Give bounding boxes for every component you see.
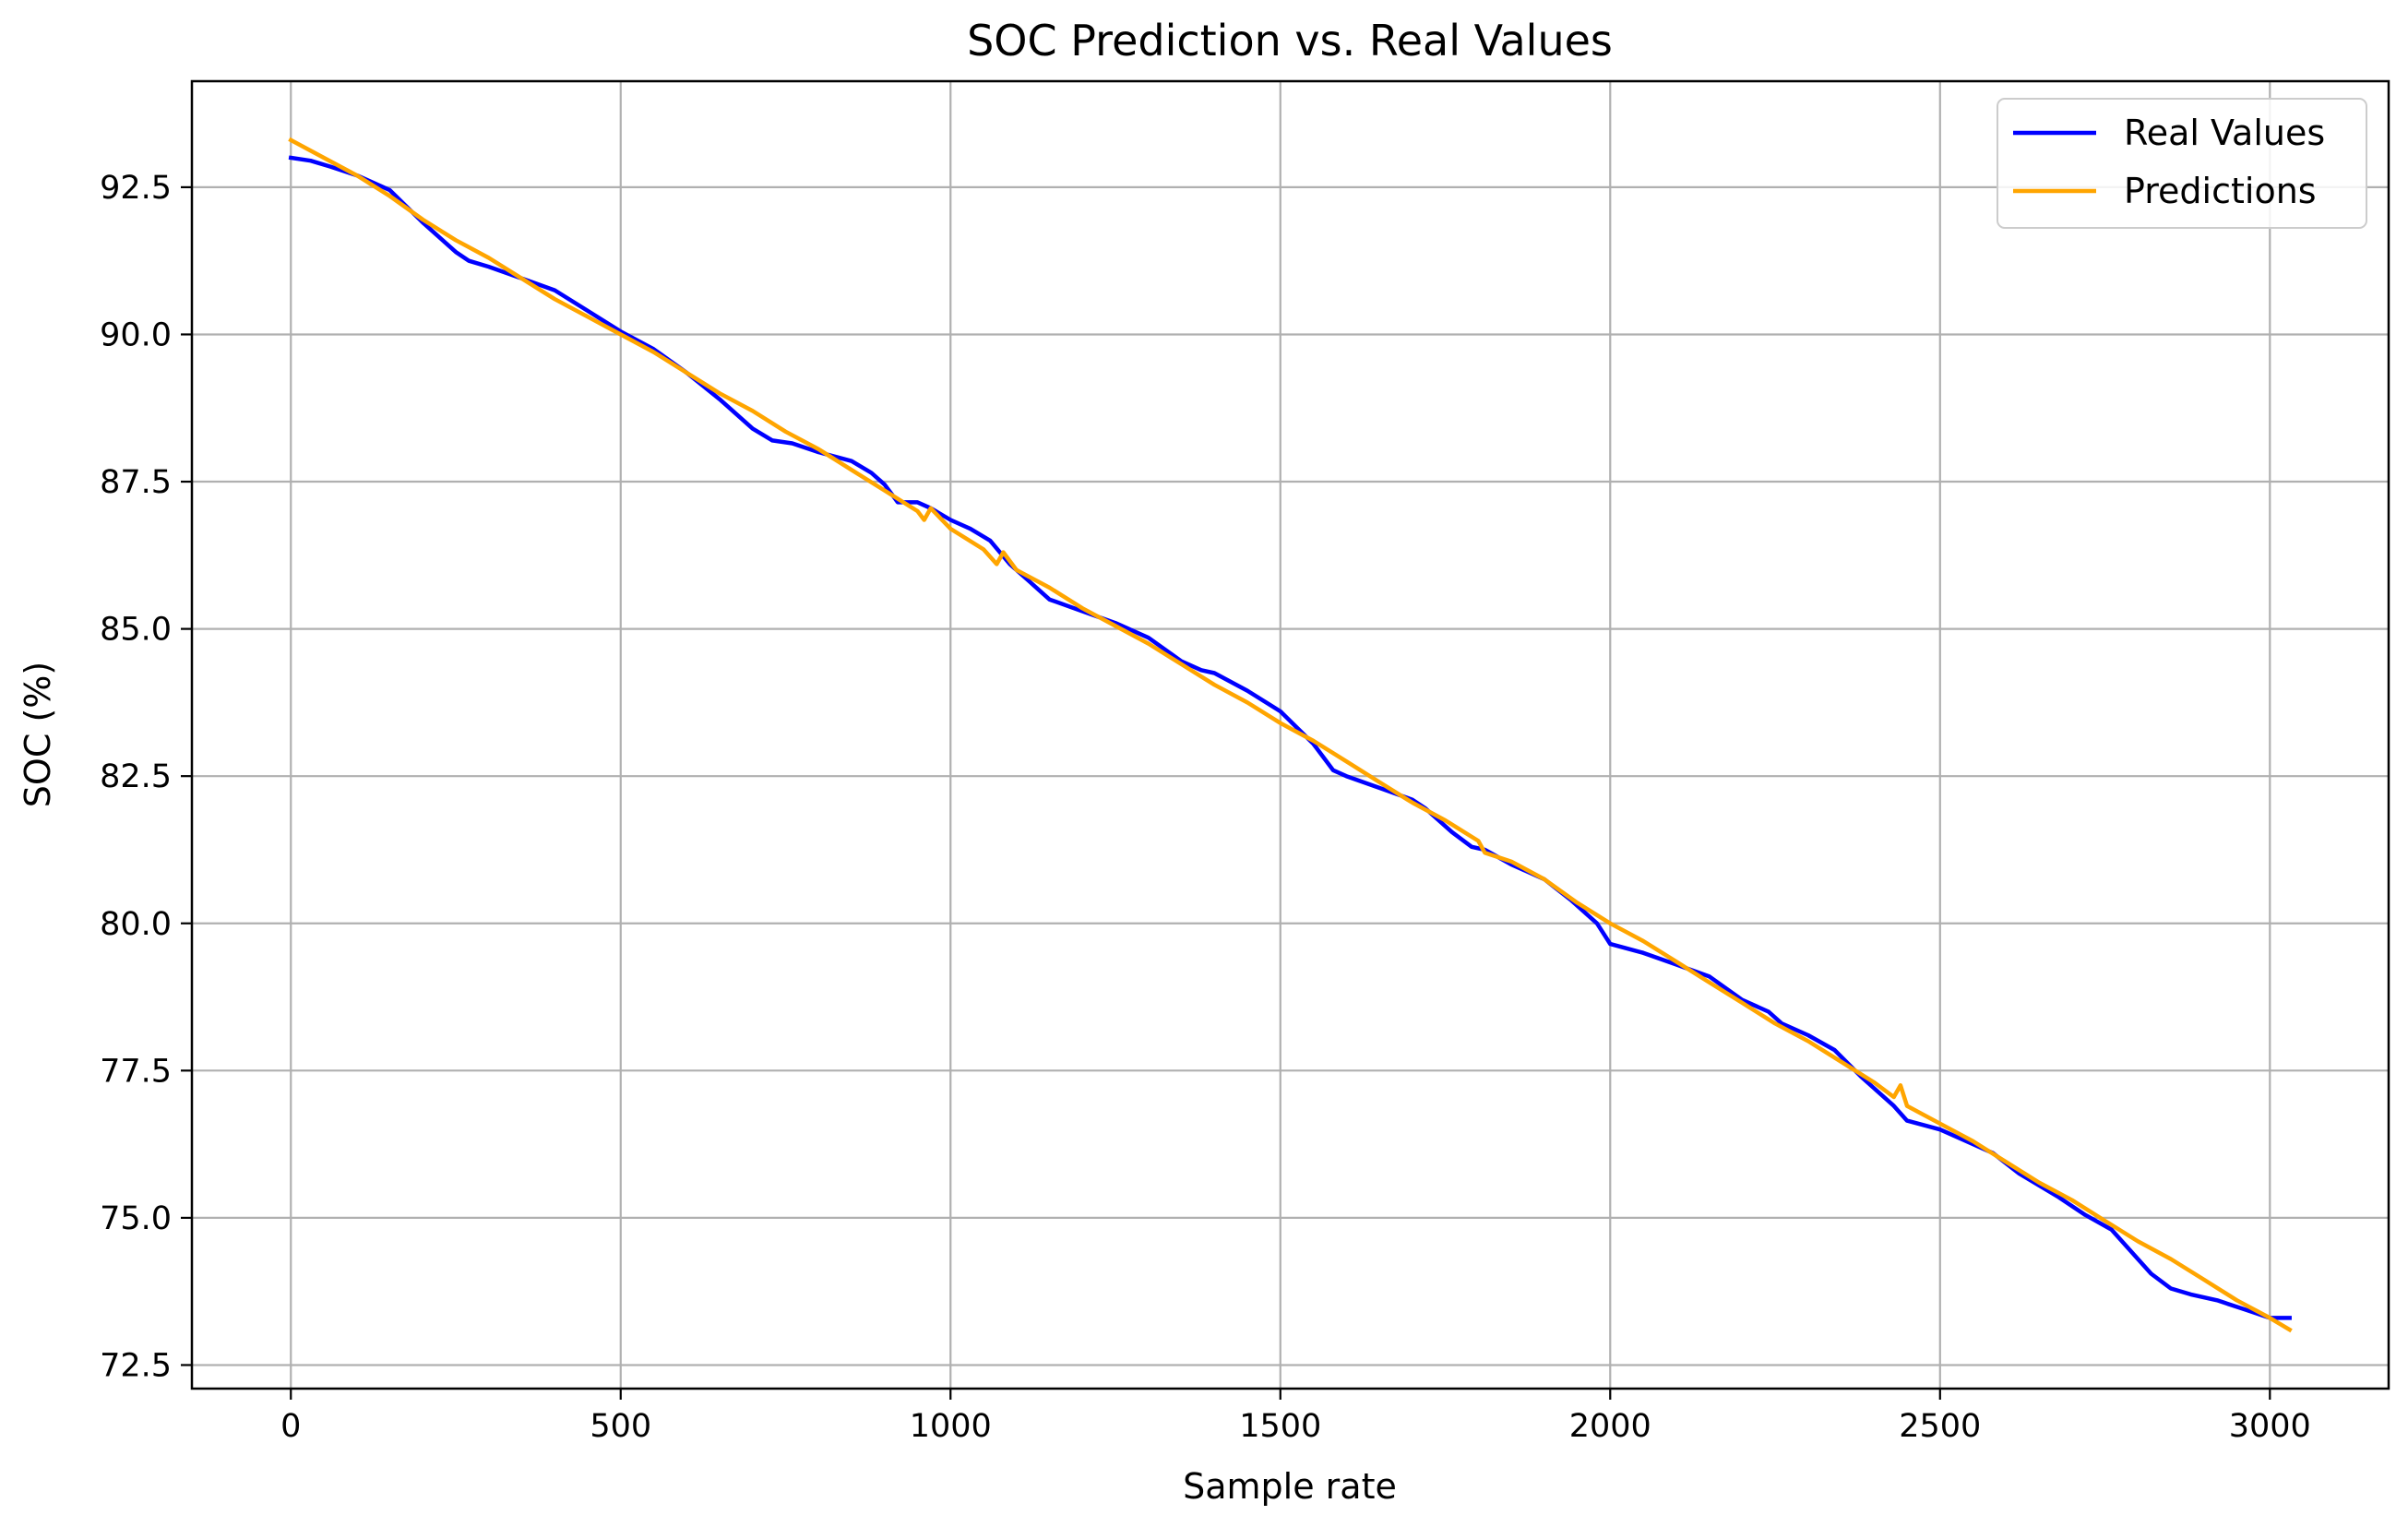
x-tick-label: 3000 <box>2229 1408 2311 1445</box>
x-axis-title: Sample rate <box>1183 1466 1397 1507</box>
y-axis-title: SOC (%) <box>18 662 58 807</box>
y-tick-label: 80.0 <box>100 906 172 943</box>
y-tick-label: 75.0 <box>100 1200 172 1237</box>
legend-label-real-values: Real Values <box>2124 113 2325 153</box>
y-tick-label: 87.5 <box>100 464 172 501</box>
plot-area <box>288 137 2293 1333</box>
grid <box>192 81 2389 1389</box>
plot-frame <box>190 79 2390 1390</box>
series-line-predictions <box>288 137 2293 1333</box>
x-axis: 0 500 1000 1500 2000 2500 3000 <box>280 1389 2311 1445</box>
legend: Real Values Predictions <box>1997 98 2367 229</box>
chart-title: SOC Prediction vs. Real Values <box>967 16 1613 66</box>
y-tick-label: 90.0 <box>100 316 172 353</box>
series-layer <box>288 137 2293 1333</box>
x-tick-label: 1000 <box>910 1408 992 1445</box>
y-tick-label: 85.0 <box>100 612 172 649</box>
y-axis: 72.5 75.0 77.5 80.0 82.5 85.0 87.5 90.0 92.5 <box>100 170 192 1384</box>
x-tick-label: 1500 <box>1239 1408 1321 1445</box>
x-tick-label: 2500 <box>1899 1408 1981 1445</box>
legend-label-predictions: Predictions <box>2124 171 2317 211</box>
x-tick-label: 2000 <box>1569 1408 1651 1445</box>
y-tick-label: 92.5 <box>100 170 172 207</box>
y-tick-label: 82.5 <box>100 758 172 795</box>
y-tick-label: 77.5 <box>100 1053 172 1090</box>
y-tick-label: 72.5 <box>100 1347 172 1384</box>
x-tick-label: 500 <box>590 1408 651 1445</box>
x-tick-label: 0 <box>280 1408 301 1445</box>
